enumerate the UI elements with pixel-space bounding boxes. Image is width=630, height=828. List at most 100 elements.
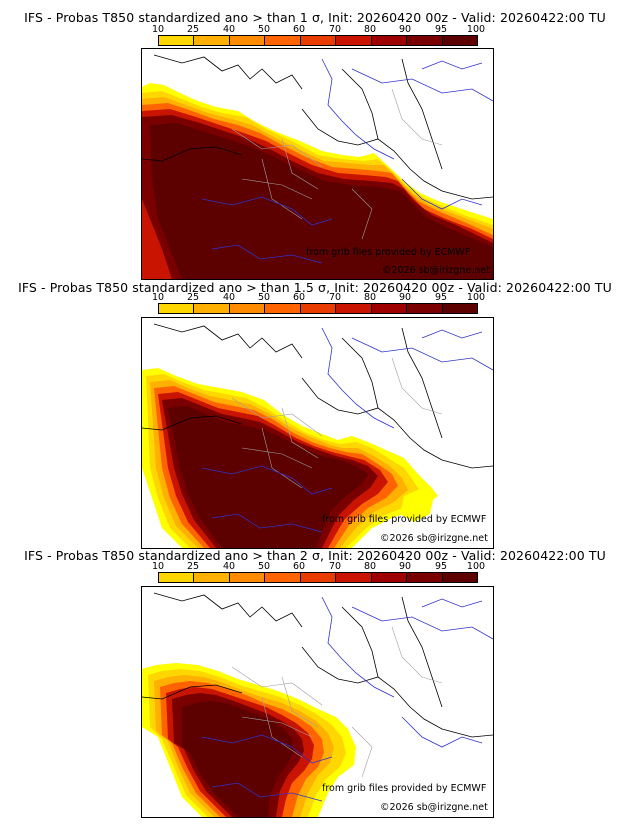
country-border bbox=[341, 68, 379, 140]
country-border bbox=[401, 58, 443, 170]
country-border bbox=[301, 646, 493, 738]
tick-label: 50 bbox=[257, 561, 271, 572]
river bbox=[201, 465, 333, 495]
colorbar-segment bbox=[229, 36, 266, 45]
prob-contour-10 bbox=[400, 488, 434, 522]
colorbar-segment bbox=[300, 304, 337, 313]
prob-contour-100 bbox=[182, 701, 294, 817]
tick-label: 95 bbox=[434, 292, 448, 303]
river bbox=[211, 782, 323, 802]
colorbar-segment bbox=[229, 573, 266, 582]
tick-label: 100 bbox=[466, 292, 486, 303]
panel-title: IFS - Probas T850 standardized ano > tha… bbox=[24, 548, 606, 563]
coastline bbox=[153, 323, 303, 359]
colorbar bbox=[158, 572, 478, 583]
river bbox=[421, 60, 483, 70]
data-credit: from grib files provided by ECMWF bbox=[322, 783, 487, 794]
colorbar-segment bbox=[265, 573, 301, 582]
copyright: ©2026 sb@irizgne.net bbox=[380, 533, 488, 544]
river bbox=[201, 196, 333, 226]
colorbar-segment bbox=[300, 36, 337, 45]
map-canvas bbox=[142, 54, 493, 279]
map-frame: from grib files provided by ECMWF ©2026 … bbox=[141, 317, 494, 549]
prob-contour-100 bbox=[150, 123, 493, 279]
colorbar-segment bbox=[442, 304, 477, 313]
river bbox=[401, 716, 483, 748]
colorbar-segment bbox=[159, 573, 195, 582]
tick-label: 50 bbox=[257, 24, 271, 35]
coastline bbox=[153, 592, 303, 628]
colorbar-segment bbox=[407, 304, 443, 313]
country-border bbox=[401, 327, 443, 439]
river bbox=[351, 68, 493, 102]
tick-label: 60 bbox=[292, 24, 306, 35]
admin-lines bbox=[231, 88, 443, 240]
tick-label: 100 bbox=[466, 561, 486, 572]
colorbar-tick-labels: 10 25 40 50 60 70 80 90 95 100 bbox=[152, 24, 485, 36]
river bbox=[351, 606, 493, 640]
river bbox=[321, 596, 395, 698]
map-frame: from grib files provided by ECMWF ©2026 … bbox=[141, 586, 494, 818]
tick-label: 90 bbox=[398, 561, 412, 572]
map-frame: from grib files provided by ECMWF ©2026 … bbox=[141, 48, 494, 280]
admin-lines bbox=[231, 626, 443, 778]
tick-label: 90 bbox=[398, 292, 412, 303]
tick-label: 95 bbox=[434, 561, 448, 572]
coastline bbox=[153, 54, 303, 90]
map-canvas bbox=[142, 592, 493, 817]
colorbar-segment bbox=[407, 36, 443, 45]
colorbar-segment bbox=[336, 304, 372, 313]
tick-label: 25 bbox=[186, 292, 200, 303]
tick-label: 60 bbox=[292, 561, 306, 572]
colorbar-segment bbox=[336, 573, 372, 582]
copyright: ©2026 sb@irizgne.net bbox=[382, 265, 490, 276]
tick-label: 60 bbox=[292, 292, 306, 303]
admin-lines bbox=[231, 357, 443, 489]
country-border bbox=[301, 377, 493, 469]
country-border bbox=[341, 606, 379, 678]
tick-label: 25 bbox=[186, 561, 200, 572]
data-credit: from grib files provided by ECMWF bbox=[306, 247, 471, 258]
tick-label: 40 bbox=[222, 292, 236, 303]
colorbar-segment bbox=[194, 573, 230, 582]
tick-label: 70 bbox=[328, 24, 342, 35]
colorbar-segment bbox=[371, 36, 408, 45]
colorbar-segment bbox=[265, 36, 301, 45]
colorbar-segment bbox=[371, 573, 408, 582]
river bbox=[321, 327, 395, 429]
colorbar-segment bbox=[336, 36, 372, 45]
river bbox=[211, 244, 323, 264]
tick-label: 70 bbox=[328, 292, 342, 303]
river bbox=[421, 598, 483, 608]
colorbar-segment bbox=[265, 304, 301, 313]
colorbar-tick-labels: 10 25 40 50 60 70 80 90 95 100 bbox=[152, 561, 485, 573]
tick-label: 25 bbox=[186, 24, 200, 35]
tick-label: 70 bbox=[328, 561, 342, 572]
colorbar bbox=[158, 303, 478, 314]
tick-label: 10 bbox=[151, 561, 165, 572]
map-canvas bbox=[142, 323, 493, 548]
tick-label: 100 bbox=[466, 24, 486, 35]
river bbox=[201, 734, 333, 764]
colorbar-segment bbox=[159, 304, 195, 313]
tick-label: 40 bbox=[222, 561, 236, 572]
panel-title: IFS - Probas T850 standardized ano > tha… bbox=[18, 280, 612, 295]
river bbox=[421, 329, 483, 339]
river bbox=[211, 513, 323, 533]
colorbar-segment bbox=[407, 573, 443, 582]
tick-label: 40 bbox=[222, 24, 236, 35]
colorbar-tick-labels: 10 25 40 50 60 70 80 90 95 100 bbox=[152, 292, 485, 304]
colorbar-segment bbox=[442, 36, 477, 45]
tick-label: 80 bbox=[363, 24, 377, 35]
coastline bbox=[142, 146, 243, 162]
colorbar-segment bbox=[194, 36, 230, 45]
colorbar-segment bbox=[194, 304, 230, 313]
country-border bbox=[401, 596, 443, 708]
tick-label: 90 bbox=[398, 24, 412, 35]
colorbar-segment bbox=[300, 573, 337, 582]
copyright: ©2026 sb@irizgne.net bbox=[380, 802, 488, 813]
coastline bbox=[142, 684, 243, 700]
river bbox=[321, 58, 395, 160]
colorbar bbox=[158, 35, 478, 46]
tick-label: 80 bbox=[363, 292, 377, 303]
